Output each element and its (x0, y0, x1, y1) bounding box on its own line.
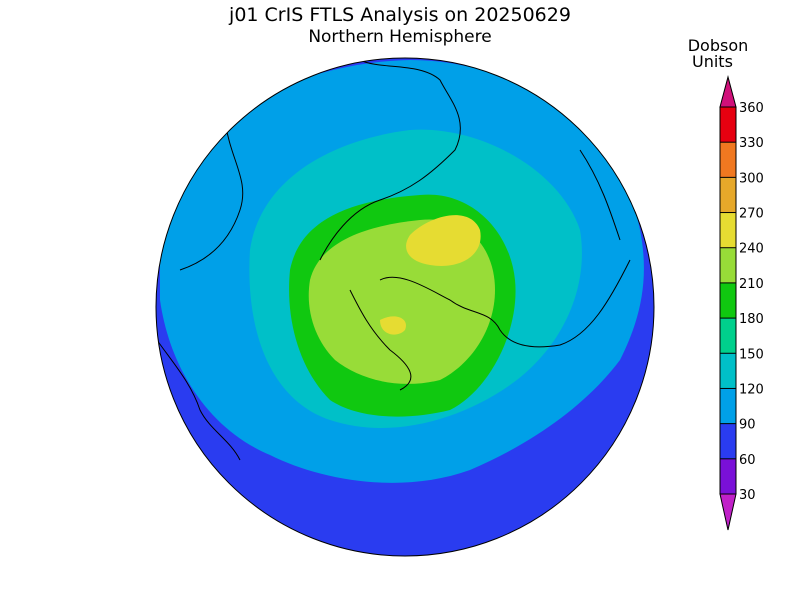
colorbar-tick-label: 330 (739, 136, 764, 151)
colorbar-segment (720, 423, 736, 459)
colorbar-tick-label: 360 (739, 101, 764, 116)
colorbar-tick-label: 120 (739, 382, 764, 397)
subtitle: Northern Hemisphere (308, 27, 491, 47)
colorbar-segment (720, 458, 736, 494)
colorbar-segment (720, 107, 736, 143)
colorbar-tick-label: 210 (739, 277, 764, 292)
coastlines (156, 59, 631, 461)
globe-outline (155, 57, 655, 557)
colorbar-tick-label: 150 (739, 347, 764, 362)
colorbar-label: Dobson (688, 36, 749, 55)
colorbar-segment (720, 318, 736, 354)
colorbar-segment (720, 353, 736, 389)
colorbar-segment (720, 388, 736, 424)
field-yellow (406, 215, 481, 266)
colorbar-segment (720, 282, 736, 319)
colorbar-tick-label: 30 (739, 488, 756, 503)
colorbar-tick-label: 270 (739, 207, 764, 222)
colorbar-segment (720, 212, 736, 248)
title: j01 CrIS FTLS Analysis on 20250629 (228, 4, 571, 26)
colorbar-under (719, 493, 737, 531)
colorbar-over (719, 75, 737, 108)
colorbar-tick-label: 60 (739, 453, 756, 468)
colorbar: 30 60 90 120 150 180 210 240 270 300 330 360 (719, 75, 764, 531)
colorbar-segment (720, 142, 736, 178)
colorbar-label: Units (692, 52, 733, 71)
field-yellow (380, 316, 406, 335)
colorbar-tick-label: 180 (739, 312, 764, 327)
colorbar-segment (720, 177, 736, 213)
colorbar-segment (720, 247, 736, 283)
colorbar-tick-label: 240 (739, 242, 764, 257)
colorbar-tick-label: 90 (739, 418, 756, 433)
hemisphere-map (156, 58, 654, 556)
colorbar-tick-label: 300 (739, 171, 764, 186)
